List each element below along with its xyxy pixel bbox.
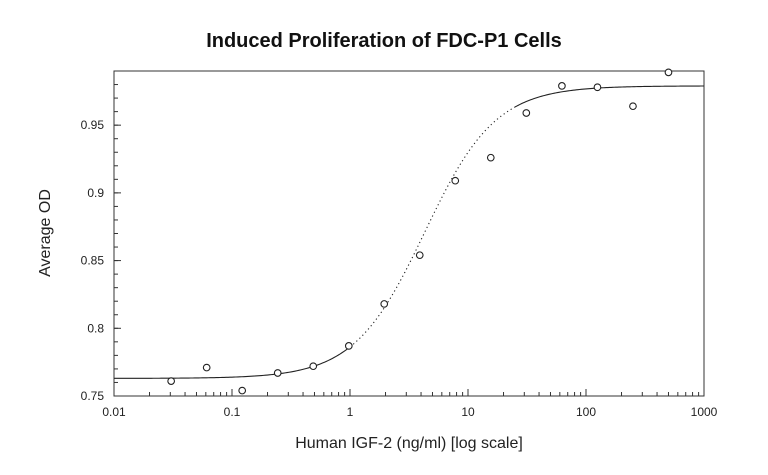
plot-frame (113, 70, 705, 397)
x-tick-label: 100 (576, 405, 596, 419)
data-point (344, 342, 353, 350)
data-point (380, 300, 389, 308)
data-point (522, 109, 531, 117)
x-tick-label: 0.01 (102, 405, 126, 419)
data-point (415, 251, 424, 260)
x-tick-label: 1 (347, 405, 354, 419)
data-point (558, 82, 566, 90)
fit-curve-segment (514, 85, 705, 108)
y-tick-label: 0.95 (81, 118, 105, 132)
data-point (273, 369, 282, 377)
axis-ticks: 0.01 0.1 1 10 100 1000 0.75 0.8 0.85 0.9 0.95 (81, 70, 718, 419)
fit-curve-dotted-segment (349, 106, 516, 348)
data-points (167, 68, 673, 395)
data-point (451, 176, 460, 185)
y-tick-label: 0.75 (81, 389, 105, 403)
y-tick-label: 0.85 (81, 254, 105, 268)
x-axis-title: Human IGF-2 (ng/ml) [log scale] (295, 435, 523, 452)
chart-title: Induced Proliferation of FDC-P1 Cells (206, 30, 562, 52)
x-tick-label: 0.1 (224, 405, 241, 419)
y-axis-title: Average OD (37, 189, 54, 277)
data-point (629, 102, 637, 111)
data-point (309, 362, 318, 371)
data-point (202, 363, 211, 372)
data-point (486, 153, 495, 162)
x-tick-label: 10 (461, 405, 475, 419)
data-point (664, 68, 673, 77)
x-tick-label: 1000 (691, 405, 718, 419)
data-point (167, 377, 175, 385)
y-tick-label: 0.8 (87, 321, 104, 335)
data-point (593, 83, 602, 92)
data-point (238, 386, 247, 395)
fit-curve (114, 85, 705, 379)
y-tick-label: 0.9 (87, 186, 104, 200)
